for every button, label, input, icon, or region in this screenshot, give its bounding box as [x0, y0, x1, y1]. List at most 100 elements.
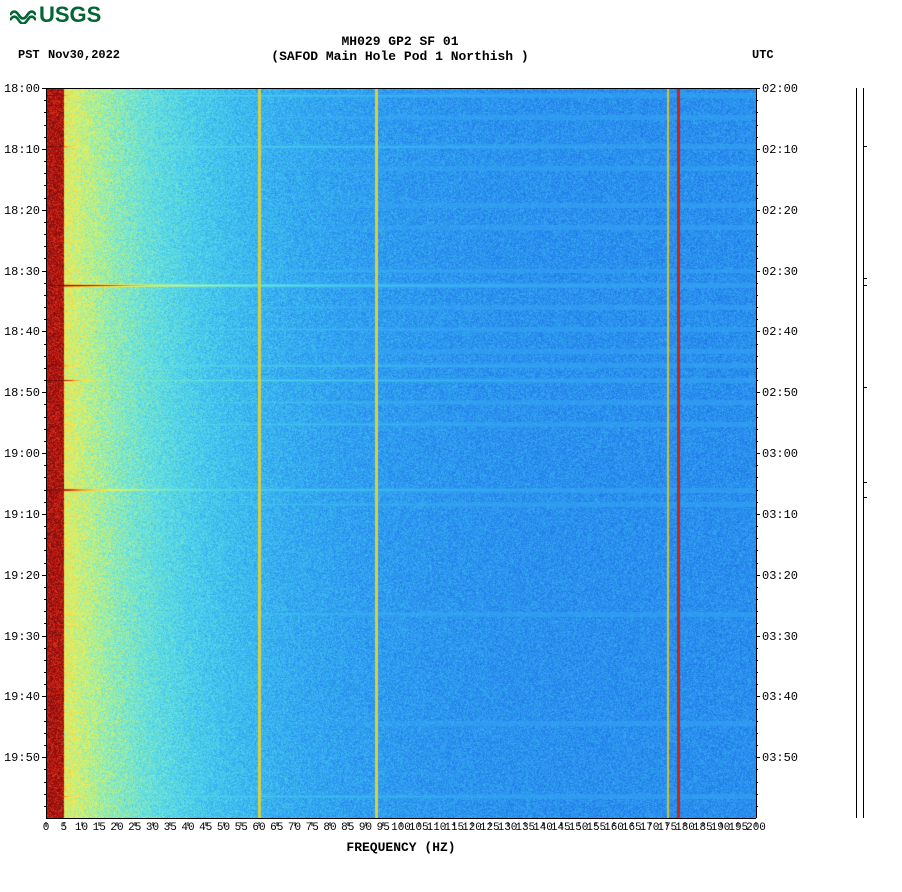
minor-tick [756, 782, 758, 783]
x-tick-label: 60 [252, 822, 265, 834]
minor-tick [44, 599, 46, 600]
axis-left [46, 88, 47, 818]
minor-tick [756, 198, 758, 199]
minor-tick [44, 441, 46, 442]
minor-tick [756, 684, 758, 685]
minor-tick [756, 648, 758, 649]
minor-tick [756, 587, 758, 588]
y-right-label: 02:20 [762, 204, 798, 218]
tick [42, 453, 46, 454]
x-tick-label: 200 [746, 822, 766, 834]
minor-tick [756, 125, 758, 126]
minor-tick [756, 660, 758, 661]
minor-tick [756, 356, 758, 357]
x-tick-label: 30 [146, 822, 159, 834]
x-tick-label: 55 [235, 822, 248, 834]
minor-tick [756, 380, 758, 381]
minor-tick [44, 368, 46, 369]
y-left-label: 19:50 [4, 751, 40, 765]
tick [756, 149, 760, 150]
mini-tick [863, 146, 867, 147]
minor-tick [756, 368, 758, 369]
tick [42, 696, 46, 697]
minor-tick [44, 222, 46, 223]
tick [42, 636, 46, 637]
minor-tick [756, 550, 758, 551]
tick [756, 271, 760, 272]
minor-tick [756, 502, 758, 503]
minor-tick [44, 100, 46, 101]
y-right-label: 03:30 [762, 630, 798, 644]
y-left-label: 18:50 [4, 386, 40, 400]
minor-tick [44, 307, 46, 308]
minor-tick [756, 769, 758, 770]
minor-tick [756, 672, 758, 673]
date-label: Nov30,2022 [48, 48, 120, 62]
x-tick-label: 80 [323, 822, 336, 834]
tick [756, 636, 760, 637]
minor-tick [44, 477, 46, 478]
minor-tick [44, 404, 46, 405]
minor-tick [756, 417, 758, 418]
minor-tick [756, 246, 758, 247]
wave-icon [10, 6, 36, 24]
minor-tick [44, 185, 46, 186]
minor-tick [44, 173, 46, 174]
minor-tick [756, 611, 758, 612]
tick [42, 271, 46, 272]
tick [756, 514, 760, 515]
minor-tick [756, 563, 758, 564]
x-tick-label: 5 [60, 822, 67, 834]
minor-tick [756, 599, 758, 600]
y-right-label: 03:00 [762, 447, 798, 461]
minor-tick [756, 794, 758, 795]
minor-tick [44, 733, 46, 734]
minor-tick [756, 283, 758, 284]
mini-panel [856, 88, 864, 818]
minor-tick [756, 100, 758, 101]
minor-tick [756, 258, 758, 259]
tz-right-label: UTC [752, 48, 774, 62]
y-right-label: 03:20 [762, 569, 798, 583]
spectrogram-plot [46, 88, 756, 818]
tick [756, 453, 760, 454]
minor-tick [44, 794, 46, 795]
x-tick-label: 70 [288, 822, 301, 834]
x-tick-label: 95 [377, 822, 390, 834]
minor-tick [44, 684, 46, 685]
x-axis-label: FREQUENCY (HZ) [46, 840, 756, 855]
minor-tick [44, 587, 46, 588]
minor-tick [756, 745, 758, 746]
minor-tick [44, 319, 46, 320]
minor-tick [756, 429, 758, 430]
minor-tick [756, 137, 758, 138]
x-tick-label: 20 [110, 822, 123, 834]
x-tick-label: 50 [217, 822, 230, 834]
tz-left-label: PST [18, 48, 40, 62]
y-left-label: 18:10 [4, 143, 40, 157]
minor-tick [756, 441, 758, 442]
minor-tick [756, 477, 758, 478]
minor-tick [44, 490, 46, 491]
minor-tick [44, 234, 46, 235]
title-line1: MH029 GP2 SF 01 [0, 34, 800, 49]
minor-tick [756, 185, 758, 186]
tick [756, 331, 760, 332]
minor-tick [756, 490, 758, 491]
minor-tick [44, 502, 46, 503]
y-right-label: 03:40 [762, 690, 798, 704]
minor-tick [44, 417, 46, 418]
logo-text: USGS [39, 2, 101, 28]
y-right-label: 02:50 [762, 386, 798, 400]
x-tick-label: 25 [128, 822, 141, 834]
minor-tick [44, 380, 46, 381]
minor-tick [756, 709, 758, 710]
y-right-label: 03:10 [762, 508, 798, 522]
y-left-label: 18:40 [4, 325, 40, 339]
minor-tick [756, 307, 758, 308]
y-left-label: 18:30 [4, 265, 40, 279]
minor-tick [44, 198, 46, 199]
x-tick-label: 0 [43, 822, 50, 834]
minor-tick [44, 538, 46, 539]
x-tick-label: 15 [93, 822, 106, 834]
